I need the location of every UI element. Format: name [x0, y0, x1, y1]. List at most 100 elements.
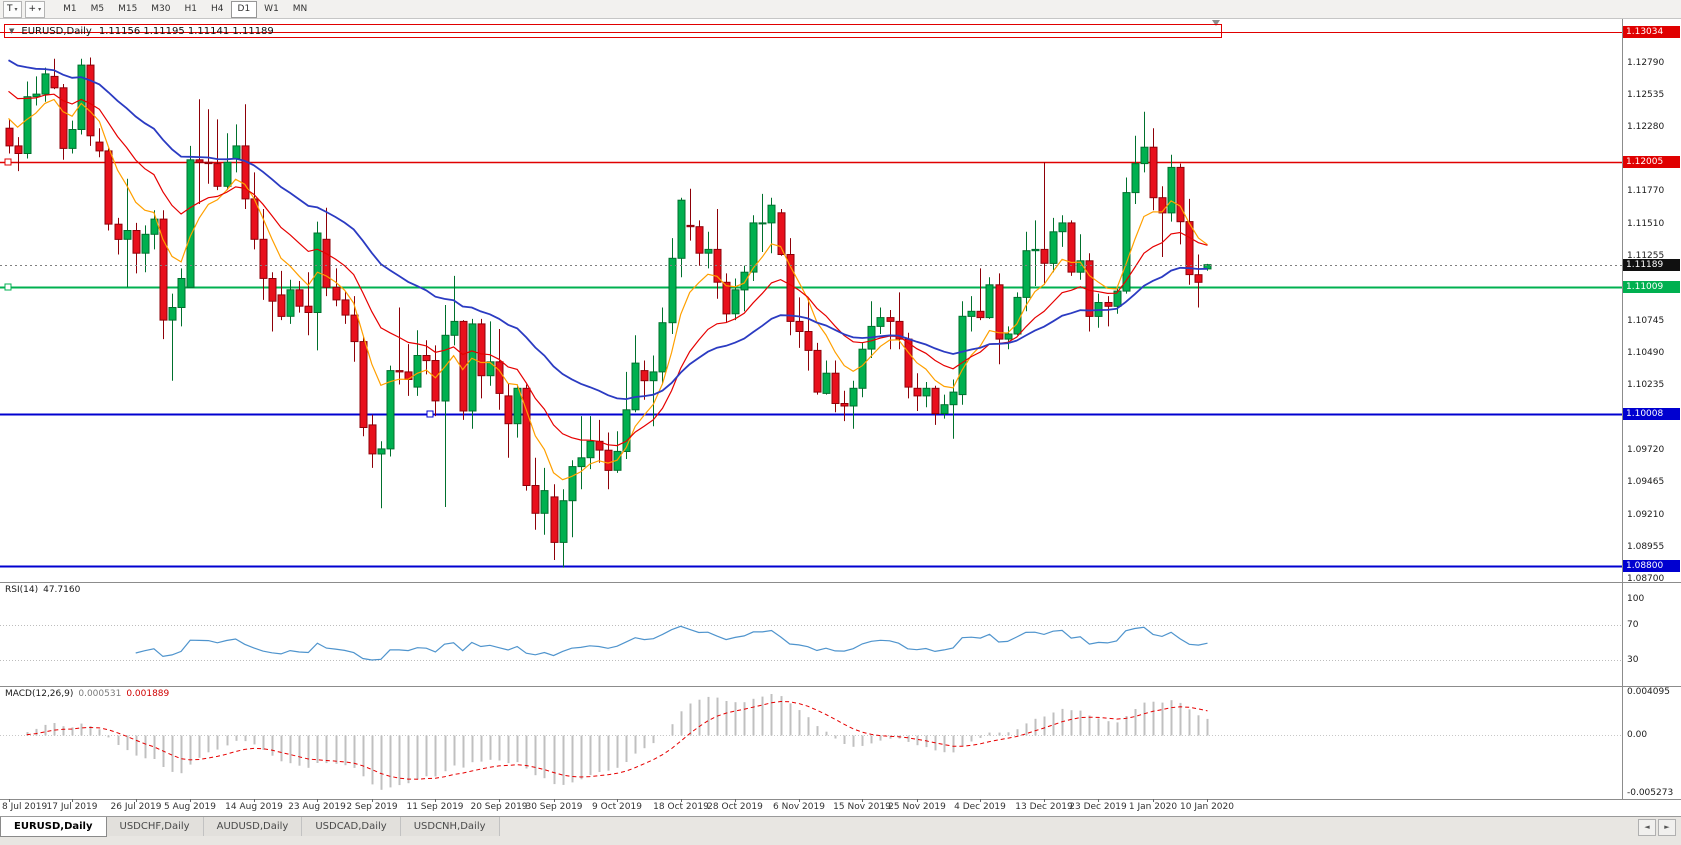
candle — [895, 320, 904, 340]
candle — [150, 218, 159, 235]
chart-tab-usdchf[interactable]: USDCHF,Daily — [106, 817, 204, 836]
candle — [1131, 163, 1140, 194]
candle — [431, 360, 440, 402]
macd-main-value: 0.000531 — [78, 689, 122, 699]
timeframe-button-M15[interactable]: M15 — [118, 3, 138, 14]
macd-histogram — [26, 694, 1209, 790]
candle — [41, 73, 50, 95]
candles — [5, 57, 1212, 568]
timeframe-button-MN[interactable]: MN — [292, 3, 308, 14]
timeframe-button-H1[interactable]: H1 — [184, 3, 198, 14]
crosshair-icon: + — [28, 4, 37, 14]
candle — [522, 387, 531, 486]
candle — [1149, 146, 1158, 199]
candle — [1004, 333, 1013, 340]
candle — [677, 199, 686, 259]
chart-ohlc-values: 1.11156 1.11195 1.11141 1.11189 — [98, 25, 274, 37]
chart-tab-usdcad[interactable]: USDCAD,Daily — [302, 817, 401, 836]
candle — [568, 466, 577, 502]
candle — [1040, 248, 1049, 264]
timeframe-button-W1[interactable]: W1 — [264, 3, 279, 14]
macd-signal-line — [26, 700, 1208, 780]
timeframe-button-M5[interactable]: M5 — [90, 3, 105, 14]
candle — [495, 361, 504, 394]
candle — [640, 370, 649, 382]
candle — [758, 222, 767, 225]
line-handle[interactable] — [426, 410, 434, 418]
candle — [649, 371, 658, 382]
candle — [1194, 274, 1203, 283]
candle — [831, 372, 840, 405]
candle — [368, 424, 377, 455]
candle — [341, 299, 350, 316]
candle — [731, 289, 740, 315]
timeframe-button-H4[interactable]: H4 — [211, 3, 224, 14]
candle — [413, 355, 422, 388]
tabs-scroll-left-button[interactable]: ◄ — [1638, 819, 1656, 836]
candle — [213, 163, 222, 187]
candle — [1176, 166, 1185, 223]
candle — [395, 370, 404, 373]
horizontal-lines — [0, 32, 1622, 568]
rsi-value: 47.7160 — [43, 585, 81, 595]
candle — [1185, 221, 1194, 276]
rsi-indicator-label: RSI(14) 47.7160 — [5, 585, 80, 595]
candle — [540, 490, 549, 514]
candle — [858, 348, 867, 389]
candle — [468, 323, 477, 412]
candle — [849, 387, 858, 407]
line-handle[interactable] — [4, 283, 12, 291]
candle — [204, 161, 213, 165]
candle — [913, 387, 922, 397]
candle — [132, 230, 141, 254]
candle — [976, 310, 985, 319]
candle — [422, 355, 431, 362]
timeframe-button-D1[interactable]: D1 — [230, 0, 258, 18]
candle — [504, 395, 513, 425]
candle — [277, 294, 286, 317]
candle — [840, 403, 849, 407]
tab-scroll-arrows: ◄ ► — [1633, 817, 1681, 838]
line-handle[interactable] — [4, 158, 12, 166]
candle — [995, 284, 1004, 340]
candle — [922, 387, 931, 397]
candle — [531, 485, 540, 514]
candle — [686, 224, 695, 228]
chart-shift-marker[interactable] — [1212, 20, 1220, 26]
candle — [350, 314, 359, 343]
candle — [822, 372, 831, 394]
crosshair-tool-button[interactable]: + ▾ — [24, 0, 46, 18]
candle — [50, 75, 59, 89]
candle — [876, 317, 885, 327]
tabs-scroll-right-button[interactable]: ► — [1658, 819, 1676, 836]
timeframe-button-M1[interactable]: M1 — [63, 3, 77, 14]
chart-tab-eurusd[interactable]: EURUSD,Daily — [0, 817, 107, 837]
candle — [813, 349, 822, 393]
candle — [577, 457, 586, 468]
candle — [195, 159, 204, 163]
chart-tabs: EURUSD,Daily USDCHF,Daily AUDUSD,Daily USDC… — [0, 817, 500, 837]
candle — [486, 361, 495, 377]
candle — [749, 222, 758, 273]
candle — [186, 159, 195, 288]
candle — [767, 204, 776, 224]
candle — [795, 320, 804, 332]
candle — [14, 145, 23, 154]
candle — [259, 238, 268, 279]
candle — [477, 323, 486, 377]
candle — [1167, 166, 1176, 214]
candle — [295, 289, 304, 307]
candle — [86, 64, 95, 137]
text-tool-button[interactable]: T ▾ — [3, 0, 22, 18]
timeframe-button-M30[interactable]: M30 — [151, 3, 171, 14]
candle — [886, 317, 895, 322]
candle — [658, 322, 667, 373]
candle — [722, 281, 731, 315]
candle — [1085, 260, 1094, 317]
candle — [223, 161, 232, 187]
macd-signal-value: 0.001889 — [126, 689, 170, 699]
chart-tab-usdcnh[interactable]: USDCNH,Daily — [400, 817, 500, 836]
chart-tab-audusd[interactable]: AUDUSD,Daily — [203, 817, 303, 836]
